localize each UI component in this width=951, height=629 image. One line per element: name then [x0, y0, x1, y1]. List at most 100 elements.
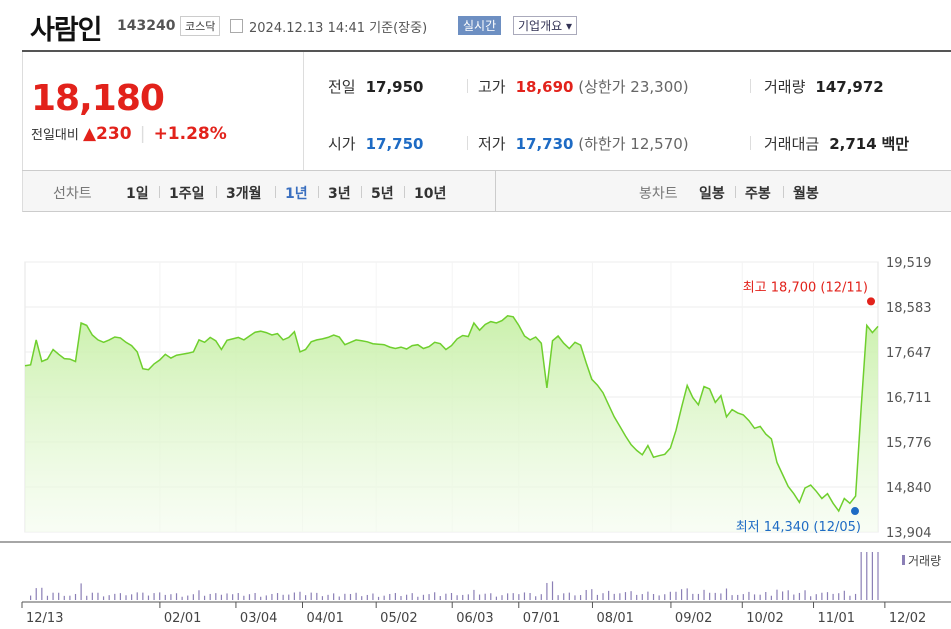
volume-bar: [372, 593, 374, 600]
tab-1year[interactable]: 1년: [285, 186, 308, 202]
volume-bar: [737, 594, 739, 600]
volume-bar: [220, 594, 223, 600]
volume-bar: [91, 592, 93, 600]
y-tick-label: 15,776: [886, 436, 932, 451]
volume-bar: [383, 595, 385, 600]
volume-bar: [602, 593, 604, 600]
tab-monthly-candle[interactable]: 월봉: [793, 186, 819, 202]
x-tick-label: 12/13: [26, 611, 63, 626]
volume-bar: [411, 593, 413, 600]
company-info-button[interactable]: 기업개요 ▾: [513, 16, 577, 35]
volume-bar: [114, 593, 116, 600]
volume-bar: [680, 589, 683, 600]
volume-bar: [63, 595, 65, 600]
x-tick-label: 05/02: [380, 611, 417, 626]
volume-bar: [299, 591, 301, 600]
volume-bar: [877, 552, 879, 600]
line-chart-label: 선차트: [53, 186, 92, 202]
x-tick-label: 10/02: [746, 611, 783, 626]
volume-layer: [30, 552, 905, 600]
volume-bar: [434, 592, 436, 600]
volume-bar: [636, 594, 638, 600]
volume-bar: [254, 593, 256, 600]
volume-bar: [316, 592, 318, 600]
volume-bar: [46, 595, 49, 600]
volume-bar: [490, 593, 492, 600]
volume-bar: [153, 593, 155, 600]
price-area-fill: [25, 315, 878, 532]
volume-bar: [198, 590, 200, 600]
volume-bar: [400, 596, 402, 600]
price-line: [24, 314, 879, 513]
y-tick-label: 13,904: [886, 526, 932, 541]
trade-value-label: 거래대금: [764, 135, 820, 153]
volume-bar: [619, 593, 621, 600]
chart-labels: 19,519 18,583 17,647 16,711 15,776 14,840 13,9…: [26, 256, 941, 626]
volume-bar: [159, 592, 161, 600]
change-percent: +1.28%: [153, 124, 227, 144]
divider: [467, 79, 468, 93]
high-value: 18,690: [515, 78, 574, 96]
plot-frame: [24, 261, 879, 533]
volume-bar: [826, 592, 829, 600]
volume-bar: [215, 593, 217, 600]
tab-5year[interactable]: 5년: [371, 186, 394, 202]
volume-legend-swatch: [902, 555, 905, 565]
volume-value: 147,972: [815, 78, 884, 96]
volume-bar: [507, 593, 509, 600]
chart-tab-bar: 선차트 1일 1주일 3개월 1년 3년 5년 10년 봉차트 일봉 주봉 월봉: [22, 171, 951, 212]
x-tick-label: 08/01: [596, 611, 633, 626]
tab-daily-candle[interactable]: 일봉: [699, 186, 725, 202]
volume-bar: [720, 593, 722, 600]
volume-bar: [647, 591, 649, 600]
tab-3year[interactable]: 3년: [328, 186, 351, 202]
volume-bar: [675, 591, 677, 600]
volume-bar: [164, 594, 166, 600]
y-tick-label: 19,519: [886, 256, 932, 271]
volume-bar: [557, 595, 559, 600]
low-label: 저가: [478, 135, 506, 153]
area-layer: [24, 314, 879, 532]
volume-bar: [776, 589, 778, 600]
divider: [467, 136, 468, 150]
volume-bar: [518, 594, 520, 600]
chart-grid: [24, 261, 879, 533]
volume-bar: [97, 592, 99, 600]
tab-10year[interactable]: 10년: [414, 186, 447, 202]
volume-bar: [349, 593, 352, 600]
volume-bar: [686, 588, 688, 600]
tab-1day[interactable]: 1일: [126, 186, 149, 202]
tab-weekly-candle[interactable]: 주봉: [745, 186, 771, 202]
realtime-button[interactable]: 실시간: [458, 16, 502, 35]
tab-3month[interactable]: 3개월: [226, 186, 262, 202]
volume-bar: [338, 596, 340, 600]
volume-bar: [838, 593, 840, 600]
x-tick-label: 09/02: [675, 611, 712, 626]
volume-bar: [815, 594, 817, 600]
divider: [361, 186, 362, 198]
quote-date: 2024.12.13 14:41 기준(장중): [249, 21, 428, 36]
volume-bar: [321, 596, 324, 600]
low-price: 저가 17,730 (하한가 12,570): [478, 133, 689, 154]
volume-bar: [495, 596, 497, 600]
volume-bar: [131, 594, 133, 600]
stock-code: 143240: [117, 18, 176, 34]
volume-bar: [770, 595, 772, 600]
volume-bar: [456, 595, 458, 600]
volume-bar: [187, 595, 189, 600]
volume-bar: [866, 552, 868, 600]
volume-bar: [697, 593, 700, 600]
volume-bar: [731, 595, 733, 600]
prev-close-label: 전일: [328, 78, 356, 96]
tab-1week[interactable]: 1주일: [169, 186, 205, 202]
volume-bar: [709, 592, 711, 600]
x-tick-label: 12/02: [889, 611, 926, 626]
divider: [783, 186, 784, 198]
volume-bar: [35, 588, 37, 600]
change-divider: |: [139, 124, 146, 144]
volume-bar: [361, 596, 363, 600]
volume-bar: [551, 581, 554, 600]
open-price: 시가 17,750: [328, 133, 424, 154]
volume-bar: [58, 592, 60, 600]
y-tick-label: 14,840: [886, 481, 932, 496]
